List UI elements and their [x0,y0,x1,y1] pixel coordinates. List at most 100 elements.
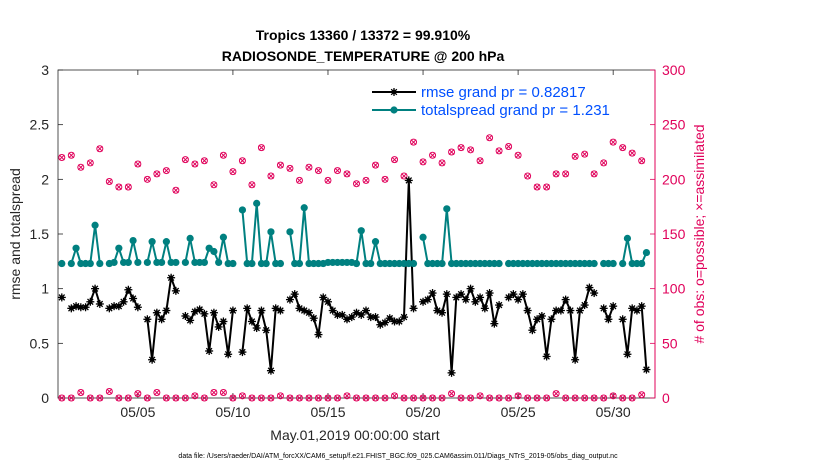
rmse-point-spoke [405,177,413,184]
obs-assimilated-point [276,392,284,400]
rmse-point [186,316,195,325]
obs-assimilated-point-circle [600,394,608,402]
obs-possible-point [543,183,551,191]
rmse-point [509,290,518,299]
obs-possible-point-cross-b [172,187,179,194]
rmse-point [452,293,461,302]
obs-assimilated-point-cross-b [391,392,398,399]
rmse-point-spoke [581,301,588,309]
rmse-point-spoke [310,314,318,322]
obs-assimilated-point-cross-b [543,395,550,401]
obs-assimilated-point-cross-b [87,395,94,401]
obs-possible-point-circle [67,151,75,159]
obs-possible-point [105,178,113,186]
rmse-point-spoke [215,323,222,331]
obs-possible-point [505,143,513,151]
obs-assimilated-point-cross-b [467,395,474,401]
obs-assimilated-point-circle [181,394,189,402]
obs-assimilated-point [476,392,484,400]
obs-assimilated-point [419,394,427,402]
rmse-point-spoke [609,302,617,310]
obs-possible-point-circle [162,167,170,175]
rmse-point [618,315,627,324]
rmse-point [200,309,209,318]
obs-assimilated-point [210,389,218,397]
obs-possible-point [96,145,104,153]
rmse-point-spoke [429,289,436,297]
obs-possible-point-cross-b [591,170,598,177]
rmse-point-spoke [467,285,474,292]
obs-assimilated-point-circle [448,390,456,398]
rmse-point [133,303,142,312]
obs-possible-point-circle [143,175,151,183]
rmse-point [642,365,651,374]
obs-assimilated-point-cross-b [287,395,293,401]
legend-marker-spoke [390,88,398,96]
totalspread-point [295,259,304,268]
obs-possible-point [372,161,380,169]
obs-assimilated-point-cross-b [58,395,65,401]
obs-assimilated-point [86,394,94,402]
y-right-tick-label: 50 [662,335,678,351]
obs-possible-point-cross-b [372,162,379,169]
rmse-point-spoke [367,313,375,321]
rmse-point-spoke [296,305,303,312]
obs-possible-point-circle [609,138,617,146]
obs-assimilated-point-circle [372,394,380,402]
totalspread-point [215,258,223,267]
obs-possible-point-circle [257,144,265,152]
rmse-point-spoke [186,317,194,324]
rmse-point [485,289,494,298]
obs-assimilated-point [571,394,579,402]
rmse-point-spoke [562,296,569,303]
obs-possible-point [476,157,484,165]
obs-assimilated-point-circle [191,392,199,400]
obs-assimilated-point-circle [391,392,399,400]
rmse-point [575,306,584,315]
obs-assimilated-point-circle [257,394,265,402]
obs-assimilated-point-cross-b [96,395,103,401]
obs-possible-point-circle [172,186,180,194]
rmse-point-spoke [476,294,484,301]
obs-possible-point [257,144,265,152]
totalspread-point [181,258,189,267]
obs-assimilated-point [381,394,389,402]
obs-possible-point [210,181,218,189]
rmse-point-spoke [605,315,612,323]
rmse-point-spoke [638,302,645,310]
rmse-point [542,352,551,361]
obs-assimilated-point [543,394,551,402]
obs-assimilated-point [372,394,380,402]
rmse-point [167,273,176,282]
obs-possible-point-circle [410,138,418,146]
obs-possible-point-cross-b [448,149,455,155]
obs-possible-point-circle [58,153,66,161]
rmse-point-spoke [134,303,142,311]
obs-assimilated-point-circle [153,389,161,397]
obs-assimilated-point-circle [286,394,294,402]
rmse-point-spoke [258,307,265,314]
obs-possible-point-cross-b [515,152,522,159]
y-axis-label: rmse and totalspread [7,168,23,300]
obs-possible-point [314,167,322,175]
obs-assimilated-point [143,394,151,402]
obs-assimilated-point-circle [96,394,104,402]
x-tick-label: 05/05 [120,404,155,420]
obs-assimilated-point-cross-b [562,395,569,401]
obs-possible-point [191,160,199,168]
obs-assimilated-point-cross-b [258,395,265,401]
obs-possible-point-cross-b [248,181,255,188]
obs-assimilated-point-cross-b [296,395,303,401]
obs-assimilated-point-circle [219,389,227,397]
rmse-point [438,308,447,317]
obs-possible-point-cross-b [619,144,626,151]
rmse-point [599,304,608,313]
obs-possible-point [619,144,627,152]
obs-assimilated-point-circle [381,394,389,402]
obs-assimilated-point-circle [628,394,636,402]
obs-assimilated-point-circle [115,394,123,402]
obs-possible-point-cross-b [543,184,550,190]
obs-possible-point-cross-b [524,173,531,180]
rmse-point-spoke [533,315,541,323]
